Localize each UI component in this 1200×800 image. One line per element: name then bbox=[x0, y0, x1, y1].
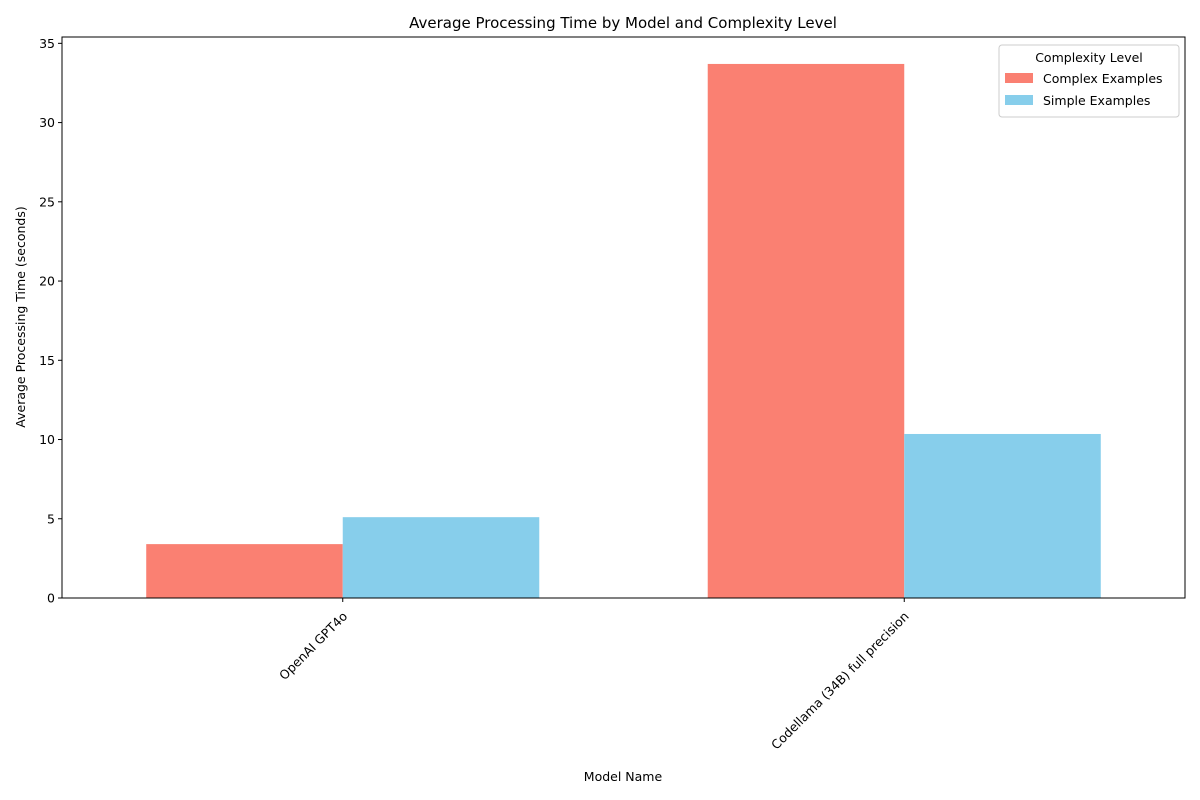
y-tick-label: 0 bbox=[47, 591, 55, 606]
y-tick-label: 35 bbox=[39, 36, 55, 51]
bar-simple-examples-1 bbox=[904, 433, 1101, 598]
bar-complex-examples-0 bbox=[146, 544, 343, 598]
bar-complex-examples-1 bbox=[707, 63, 905, 599]
y-tick-label: 10 bbox=[39, 432, 55, 447]
legend-box bbox=[998, 44, 1180, 118]
y-tick-label: 25 bbox=[39, 194, 55, 209]
bar-simple-examples-0 bbox=[342, 517, 540, 598]
y-tick-label: 30 bbox=[39, 115, 55, 130]
y-tick-label: 5 bbox=[47, 511, 55, 526]
legend-swatch bbox=[1005, 95, 1033, 105]
x-axis-label: Model Name bbox=[584, 769, 663, 784]
y-tick-label: 15 bbox=[39, 353, 55, 368]
y-tick-label: 20 bbox=[39, 274, 55, 289]
legend-label: Complex Examples bbox=[1043, 71, 1163, 86]
axes-frame bbox=[61, 36, 1186, 599]
x-tick-label: Codellama (34B) full precision bbox=[768, 609, 912, 753]
y-axis-label: Average Processing Time (seconds) bbox=[13, 206, 28, 427]
chart-title: Average Processing Time by Model and Com… bbox=[409, 14, 837, 32]
plot-area: 0 5 10 15 20 25 30 35 OpenAI GPT4o Codellama (34B… bbox=[39, 36, 1186, 753]
legend-swatch bbox=[1005, 73, 1033, 83]
legend-label: Simple Examples bbox=[1043, 93, 1150, 108]
legend: Complexity Level Complex Examples Simple E… bbox=[998, 44, 1180, 118]
x-tick-label: OpenAI GPT4o bbox=[276, 609, 350, 683]
legend-title: Complexity Level bbox=[1035, 50, 1143, 65]
